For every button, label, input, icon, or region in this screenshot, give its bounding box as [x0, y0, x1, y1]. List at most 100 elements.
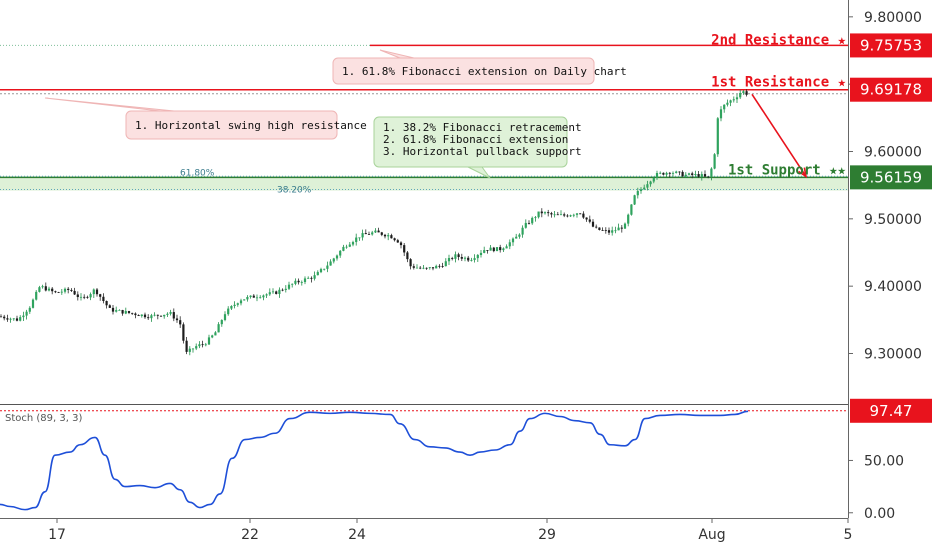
- candle-body: [28, 307, 31, 312]
- candle-body: [393, 238, 396, 241]
- candle-body: [406, 252, 409, 260]
- candle-body: [79, 296, 83, 298]
- candle-body: [115, 310, 118, 312]
- candle-body: [131, 312, 134, 314]
- candle-body: [377, 230, 380, 233]
- candle-body: [633, 195, 636, 205]
- candle-body: [732, 99, 735, 101]
- candle-body: [662, 172, 665, 175]
- candle-body: [60, 291, 63, 293]
- candle-body: [147, 317, 150, 319]
- candle-body: [278, 289, 281, 294]
- candle-body: [678, 171, 681, 173]
- candle-body: [57, 292, 60, 293]
- candle-body: [460, 257, 463, 259]
- candle-body: [675, 171, 678, 173]
- candle-body: [473, 258, 476, 260]
- fib-618-label: 61.80%: [180, 168, 215, 178]
- stoch-tick-label: 0.00: [864, 506, 895, 522]
- candle-body: [281, 289, 284, 291]
- candle-body: [537, 211, 540, 218]
- candle-body: [489, 247, 492, 251]
- candle-body: [319, 269, 323, 273]
- candle-body: [294, 280, 297, 284]
- candle-body: [44, 286, 47, 291]
- stoch-current-tag: 97.47: [870, 402, 913, 420]
- candle-body: [681, 171, 684, 177]
- level-labels: 2nd Resistance ★ 1st Resistance ★ 1st Supp…: [711, 32, 846, 178]
- candle-body: [409, 259, 412, 267]
- candle-body: [703, 174, 707, 177]
- candle-body: [422, 267, 425, 269]
- time-tick-label: 17: [48, 527, 66, 543]
- resistance-2-tag: 9.75753: [860, 36, 922, 54]
- candle-body: [201, 344, 204, 346]
- ann-2nd-box: [332, 57, 595, 85]
- candle-body: [47, 288, 51, 291]
- candle-body: [687, 173, 691, 175]
- candle-body: [486, 250, 489, 251]
- ann-sup-line: 3. Horizontal pullback support: [383, 145, 582, 158]
- candle-body: [227, 308, 230, 315]
- ann-sup-line: 1. 38.2% Fibonacci retracement: [383, 121, 582, 134]
- candle-body: [367, 234, 371, 235]
- time-tick-label: 5: [844, 527, 853, 543]
- candle-body: [105, 301, 108, 306]
- candle-body: [467, 257, 470, 261]
- candle-body: [508, 242, 511, 247]
- candle-body: [553, 214, 556, 216]
- candle-body: [108, 305, 111, 308]
- candle-body: [121, 309, 124, 314]
- price-pane: 61.80% 38.20% 1. 61.8% Fibonacci extensio…: [0, 32, 848, 356]
- candle-body: [214, 332, 217, 336]
- candle-body: [454, 254, 457, 259]
- candle-body: [236, 303, 239, 305]
- candle-body: [351, 242, 355, 245]
- candlestick-series: [0, 89, 748, 356]
- candle-body: [665, 172, 668, 175]
- candle-body: [428, 267, 431, 269]
- candle-body: [524, 222, 527, 228]
- candle-body: [598, 227, 601, 230]
- ann-sup-box: [373, 116, 568, 168]
- candle-body: [230, 306, 233, 309]
- price-tick-label: 9.30000: [864, 347, 922, 363]
- candle-body: [223, 314, 227, 321]
- candle-body: [419, 267, 422, 269]
- candle-body: [470, 259, 473, 261]
- candle-body: [518, 234, 521, 237]
- candle-body: [729, 100, 732, 103]
- candle-body: [156, 314, 159, 316]
- candle-body: [671, 172, 675, 174]
- fibonacci-levels: 61.80% 38.20%: [0, 168, 848, 196]
- candle-body: [335, 255, 339, 259]
- candle-body: [556, 214, 559, 216]
- candle-body: [179, 320, 182, 325]
- candle-body: [742, 91, 745, 94]
- candle-body: [95, 289, 99, 295]
- candle-body: [166, 313, 169, 315]
- candle-body: [172, 312, 175, 319]
- time-tick-label: 22: [241, 527, 259, 543]
- time-tick-label: 24: [348, 527, 366, 543]
- candle-body: [134, 313, 137, 316]
- candle-body: [499, 247, 502, 251]
- candle-body: [70, 289, 73, 291]
- candle-body: [611, 230, 614, 233]
- candle-body: [550, 213, 553, 215]
- candle-body: [447, 258, 451, 262]
- candle-body: [297, 280, 300, 283]
- candle-body: [540, 211, 543, 214]
- candle-body: [745, 91, 748, 95]
- candle-body: [41, 286, 44, 288]
- candle-body: [441, 266, 444, 267]
- candle-body: [300, 282, 303, 283]
- time-axis-ticks: 17 22 24 29 Aug 5: [48, 518, 852, 543]
- candle-body: [559, 214, 563, 216]
- candle-body: [399, 242, 403, 246]
- stochastic-pane: Stoch (89, 3, 3): [0, 410, 848, 511]
- candle-body: [707, 176, 710, 178]
- candle-body: [310, 277, 313, 279]
- candle-body: [451, 258, 454, 259]
